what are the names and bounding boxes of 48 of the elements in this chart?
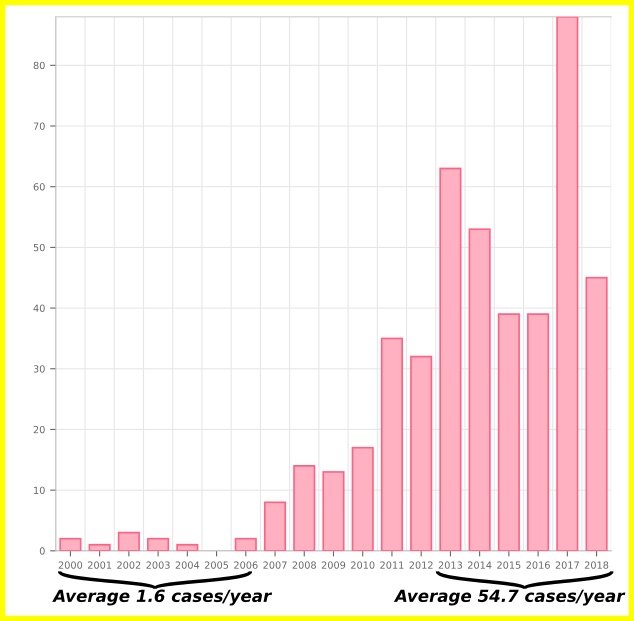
bar: [585, 276, 608, 551]
x-tick-label: 2010: [351, 561, 374, 569]
y-tick-label: 60: [34, 183, 45, 191]
x-tick-label: 2000: [58, 561, 82, 569]
y-tick-label: 0: [40, 547, 45, 555]
bar: [380, 338, 404, 551]
x-tick-label: 2002: [117, 561, 140, 569]
bar: [88, 544, 111, 551]
x-tick-label: 2012: [410, 561, 433, 569]
x-tick-label: 2006: [234, 561, 258, 569]
y-tick-label: 80: [34, 62, 45, 70]
x-tick-label: 2016: [526, 561, 550, 569]
y-tick-label: 70: [34, 122, 45, 130]
bar: [234, 538, 257, 551]
bar: [176, 544, 198, 551]
bar: [410, 356, 432, 551]
x-tick-label: 2015: [497, 561, 520, 569]
x-tick-label: 2017: [556, 561, 579, 569]
x-tick-label: 2013: [438, 561, 462, 569]
bar: [352, 446, 374, 551]
y-tick-label: 50: [34, 244, 45, 252]
x-tick-label: 2011: [380, 561, 404, 569]
y-tick-label: 30: [34, 365, 45, 373]
bar: [527, 313, 550, 551]
bar: [468, 228, 491, 551]
y-tick-label: 10: [34, 486, 45, 494]
x-tick-label: 2004: [176, 561, 200, 569]
bar: [322, 471, 345, 551]
bar: [293, 465, 316, 551]
text: Average 54.7 cases/year: [394, 590, 626, 606]
x-tick-label: 2001: [88, 561, 112, 569]
x-tick-label: 2005: [204, 561, 228, 569]
bar: [556, 16, 578, 551]
bar: [264, 501, 286, 551]
y-tick-label: 20: [34, 426, 45, 434]
text: Average 1.6 cases/year: [52, 590, 272, 606]
bar: [118, 532, 140, 551]
x-tick-label: 2008: [292, 561, 316, 569]
y-tick-label: 40: [33, 304, 45, 312]
x-tick-label: 2018: [584, 561, 608, 569]
x-tick-label: 2007: [263, 561, 287, 569]
bar: [498, 313, 520, 551]
x-tick-label: 2014: [468, 561, 492, 569]
bar: [439, 168, 462, 551]
x-tick-label: 2003: [146, 561, 170, 569]
x-tick-label: 2009: [322, 561, 346, 569]
bar: [59, 538, 82, 551]
bar: [147, 538, 170, 551]
